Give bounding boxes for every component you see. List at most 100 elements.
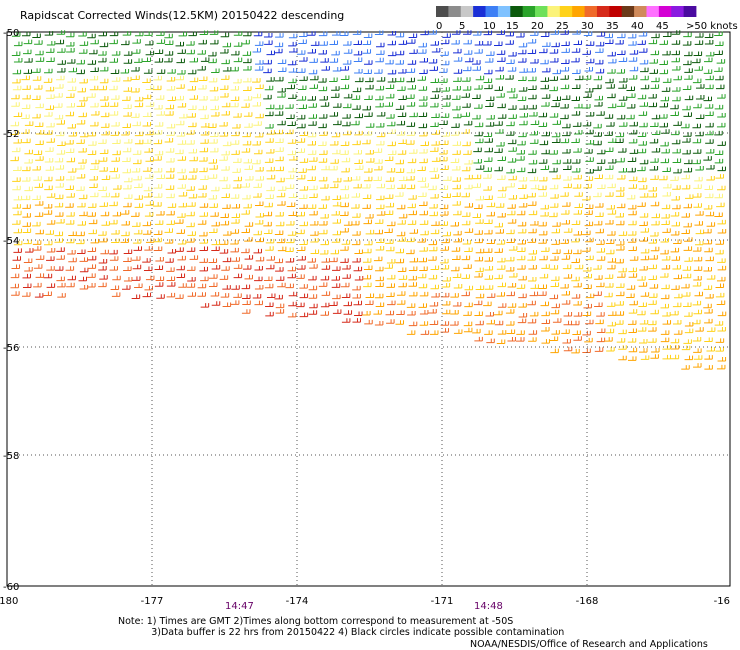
wind-barb (650, 158, 659, 163)
wind-barb (670, 231, 680, 236)
wind-barb (450, 310, 459, 315)
wind-barb (156, 39, 166, 44)
wind-barb (561, 123, 571, 129)
wind-barb (506, 329, 516, 334)
wind-barb (450, 266, 460, 272)
wind-barb (638, 184, 648, 190)
wind-barb (22, 273, 31, 279)
wind-barb (123, 87, 132, 92)
wind-barb (486, 211, 495, 217)
wind-barb (527, 76, 537, 82)
wind-barb (662, 354, 671, 360)
wind-barb (527, 201, 537, 206)
wind-barb (506, 59, 515, 64)
wind-barb (560, 66, 570, 72)
wind-barb (354, 249, 363, 254)
wind-barb (717, 185, 726, 191)
wind-barb (230, 229, 240, 234)
wind-barb (299, 76, 308, 81)
wind-barb (452, 141, 461, 146)
wind-barb (529, 111, 538, 117)
wind-barb (420, 141, 429, 147)
wind-barb (219, 48, 229, 54)
wind-barb (46, 193, 56, 198)
wind-barb (651, 347, 660, 353)
wind-barb (67, 168, 77, 173)
wind-barb (717, 113, 726, 118)
wind-barb (561, 255, 571, 260)
wind-barb (659, 102, 669, 108)
wind-barb (484, 275, 494, 280)
wind-barb (604, 114, 614, 119)
wind-barb (45, 166, 55, 171)
wind-barb (342, 274, 351, 279)
wind-barb (44, 157, 54, 163)
wind-barb (153, 85, 162, 91)
wind-barb (308, 294, 318, 299)
wind-barb (661, 213, 670, 219)
wind-barb (12, 204, 21, 209)
wind-barb (419, 247, 428, 252)
wind-barb (484, 229, 493, 235)
wind-barb (263, 59, 272, 65)
wind-barb (329, 165, 338, 171)
latitude-tick-label: -56 (3, 343, 19, 354)
wind-barb (274, 111, 284, 116)
wind-barb (285, 129, 294, 135)
wind-barb (98, 237, 108, 243)
wind-barb (164, 40, 174, 46)
wind-barb (332, 201, 342, 207)
wind-barb (299, 221, 308, 227)
wind-barb (494, 310, 503, 316)
wind-barb (364, 319, 373, 325)
wind-barb (363, 248, 372, 254)
wind-barb (486, 202, 496, 208)
wind-barb (462, 103, 471, 108)
wind-barb (639, 122, 648, 128)
wind-barb (671, 57, 680, 63)
wind-barb (475, 320, 484, 326)
wind-barb (430, 41, 439, 46)
wind-barb (318, 86, 328, 92)
wind-barb (77, 221, 86, 226)
wind-barb (408, 149, 418, 154)
wind-barb (331, 31, 341, 36)
wind-barb (332, 266, 341, 271)
wind-barb (254, 284, 264, 290)
wind-barb (46, 256, 55, 261)
wind-barb (255, 113, 264, 119)
wind-barb (231, 285, 240, 290)
wind-barb (419, 149, 428, 154)
wind-barb (363, 176, 373, 182)
wind-barb (177, 102, 187, 108)
wind-barb (244, 165, 253, 170)
lat-lon-grid (7, 32, 730, 586)
wind-barb (222, 285, 231, 290)
map-frame (6, 31, 731, 587)
wind-barb (79, 284, 89, 290)
wind-barb (134, 96, 144, 102)
wind-barb (76, 120, 86, 125)
wind-barb (43, 176, 53, 182)
wind-barb (539, 273, 549, 279)
wind-barb (387, 69, 397, 75)
wind-barb (506, 87, 516, 93)
wind-barb (22, 222, 31, 227)
wind-barb (671, 139, 681, 145)
wind-barb (254, 66, 264, 71)
wind-barb (56, 255, 65, 260)
wind-barb (618, 329, 627, 335)
wind-barb (551, 330, 560, 335)
wind-barb (320, 311, 329, 316)
wind-barb (671, 30, 681, 35)
wind-barb (540, 165, 550, 170)
wind-barb (233, 42, 243, 47)
wind-barb (65, 266, 75, 271)
wind-barb (549, 76, 558, 81)
wind-barb (596, 312, 605, 317)
wind-barb (351, 220, 360, 226)
wind-barb (627, 157, 637, 163)
wind-barb (595, 41, 605, 47)
wind-barb (541, 264, 550, 269)
wind-barb (704, 355, 713, 360)
